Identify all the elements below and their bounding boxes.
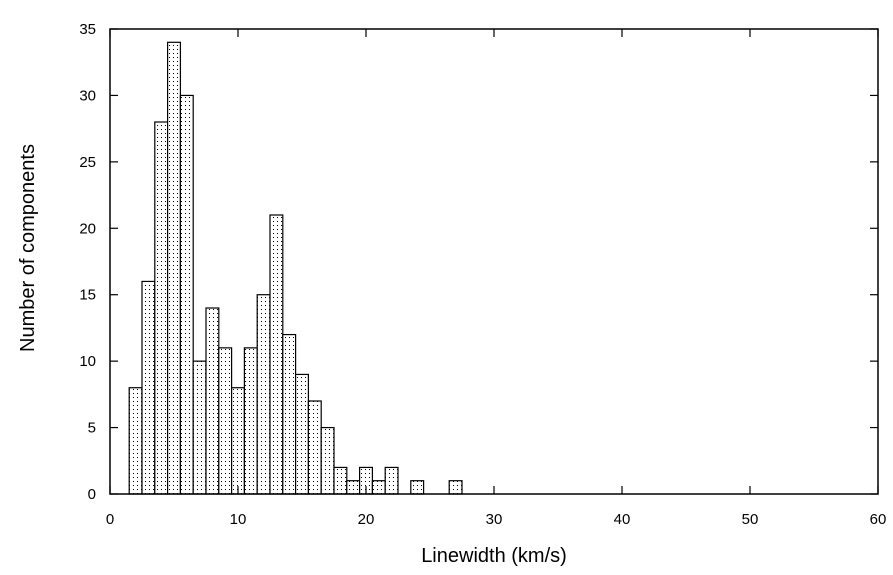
y-tick-label: 20 bbox=[79, 220, 96, 237]
y-tick-label: 30 bbox=[79, 87, 96, 104]
x-axis-label: Linewidth (km/s) bbox=[421, 545, 567, 567]
histogram-bar bbox=[371, 480, 386, 495]
histogram-bar bbox=[128, 387, 143, 495]
y-tick-label: 0 bbox=[88, 486, 96, 503]
bars-group bbox=[128, 41, 463, 495]
histogram-bar bbox=[282, 333, 297, 495]
histogram-bar bbox=[410, 480, 425, 495]
y-tick-label: 10 bbox=[79, 353, 96, 370]
x-tick-label: 60 bbox=[870, 511, 887, 528]
histogram-bar bbox=[179, 94, 194, 495]
x-tick-label: 40 bbox=[614, 511, 631, 528]
histogram-bar bbox=[167, 41, 182, 495]
histogram-bar bbox=[243, 347, 258, 495]
histogram-bar bbox=[256, 294, 271, 495]
histogram-bar bbox=[448, 480, 463, 495]
y-tick-label: 15 bbox=[79, 287, 96, 304]
x-tick-label: 10 bbox=[230, 511, 247, 528]
histogram-bar bbox=[231, 387, 246, 495]
y-tick-label: 25 bbox=[79, 154, 96, 171]
y-axis-label: Number of components bbox=[17, 144, 39, 352]
histogram-bar bbox=[141, 280, 156, 495]
y-axis: 0 5 10 15 20 25 30 35 bbox=[79, 21, 878, 503]
histogram-bar bbox=[269, 214, 284, 495]
x-tick-label: 0 bbox=[106, 511, 114, 528]
histogram-bar bbox=[192, 360, 207, 495]
histogram-bar bbox=[346, 480, 361, 495]
x-tick-label: 20 bbox=[358, 511, 375, 528]
histogram-bar bbox=[320, 426, 335, 495]
histogram-bar bbox=[205, 307, 220, 495]
y-tick-label: 5 bbox=[88, 420, 96, 437]
histogram-bar bbox=[307, 400, 322, 495]
x-tick-label: 50 bbox=[742, 511, 759, 528]
x-tick-label: 30 bbox=[486, 511, 503, 528]
histogram-bar bbox=[384, 466, 399, 495]
histogram-bar bbox=[333, 466, 348, 495]
histogram-bar bbox=[295, 373, 310, 495]
histogram-bar bbox=[218, 347, 233, 495]
histogram-bar bbox=[154, 121, 169, 495]
x-axis: 0 10 20 30 40 50 60 bbox=[106, 29, 887, 528]
y-tick-label: 35 bbox=[79, 21, 96, 38]
